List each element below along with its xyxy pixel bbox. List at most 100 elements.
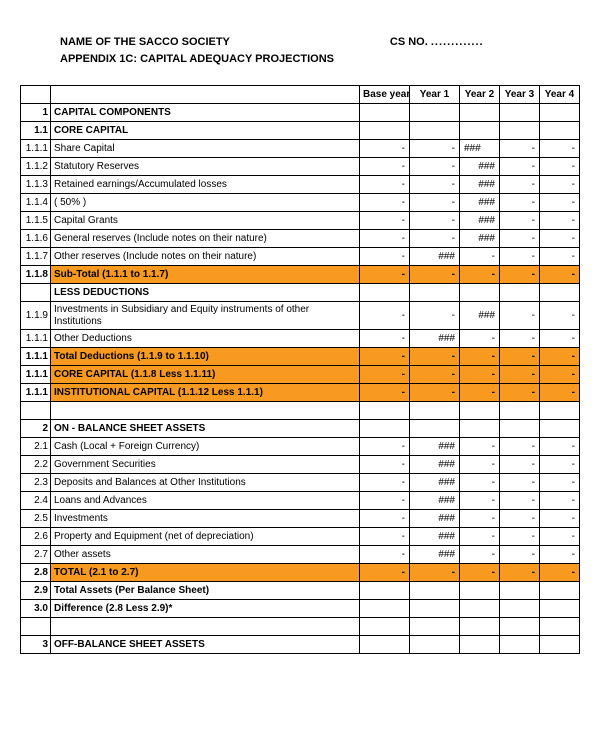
table-row: 1.1.1INSTITUTIONAL CAPITAL (1.1.12 Less … xyxy=(21,384,580,402)
row-value: - xyxy=(540,212,580,230)
row-value: - xyxy=(540,564,580,582)
row-number xyxy=(21,618,51,636)
row-value xyxy=(500,402,540,420)
row-number: 3 xyxy=(21,636,51,654)
row-label: CAPITAL COMPONENTS xyxy=(51,104,360,122)
row-label: Statutory Reserves xyxy=(51,158,360,176)
row-value: ### xyxy=(460,230,500,248)
row-label: Share Capital xyxy=(51,140,360,158)
row-value: - xyxy=(460,248,500,266)
row-label: Deposits and Balances at Other Instituti… xyxy=(51,474,360,492)
row-value: - xyxy=(360,302,410,330)
row-value: - xyxy=(500,302,540,330)
row-label: General reserves (Include notes on their… xyxy=(51,230,360,248)
row-value xyxy=(410,104,460,122)
row-value: ### xyxy=(410,528,460,546)
table-row: 1.1.5Capital Grants--###-- xyxy=(21,212,580,230)
row-value xyxy=(360,122,410,140)
society-name: NAME OF THE SACCO SOCIETY xyxy=(60,34,230,51)
table-row: 1.1.9Investments in Subsidiary and Equit… xyxy=(21,302,580,330)
row-label: Loans and Advances xyxy=(51,492,360,510)
row-value: - xyxy=(360,492,410,510)
row-number: 2.5 xyxy=(21,510,51,528)
table-row: 2.9Total Assets (Per Balance Sheet) xyxy=(21,582,580,600)
table-row: 1.1.2Statutory Reserves--###-- xyxy=(21,158,580,176)
row-label: OFF-BALANCE SHEET ASSETS xyxy=(51,636,360,654)
row-value: - xyxy=(460,528,500,546)
row-value xyxy=(460,402,500,420)
row-value: - xyxy=(500,510,540,528)
row-value: - xyxy=(540,546,580,564)
table-row: 2.1 Cash (Local + Foreign Currency)-###-… xyxy=(21,438,580,456)
row-number: 2.3 xyxy=(21,474,51,492)
row-value: - xyxy=(410,140,460,158)
row-value: - xyxy=(360,366,410,384)
table-row: 2.8 TOTAL (2.1 to 2.7)----- xyxy=(21,564,580,582)
row-number: 1.1.1 xyxy=(21,140,51,158)
row-number: 1.1.1 xyxy=(21,330,51,348)
row-label: CORE CAPITAL (1.1.8 Less 1.1.11) xyxy=(51,366,360,384)
row-value: - xyxy=(360,140,410,158)
document-page: NAME OF THE SACCO SOCIETY CS NO. .......… xyxy=(0,0,600,654)
row-number: 1.1.4 xyxy=(21,194,51,212)
row-value: - xyxy=(540,302,580,330)
row-number: 2.9 xyxy=(21,582,51,600)
table-row: 1.1CORE CAPITAL xyxy=(21,122,580,140)
row-value: - xyxy=(540,456,580,474)
row-value xyxy=(540,284,580,302)
row-value: - xyxy=(540,330,580,348)
row-label: ( 50% ) xyxy=(51,194,360,212)
projection-table: Base year Year 1 Year 2 Year 3 Year 4 1C… xyxy=(20,85,580,654)
col-head-blank-1 xyxy=(21,86,51,104)
row-value: - xyxy=(360,564,410,582)
row-value: - xyxy=(500,456,540,474)
row-value xyxy=(540,402,580,420)
row-value: ### xyxy=(410,330,460,348)
row-value: - xyxy=(410,266,460,284)
table-row: 1CAPITAL COMPONENTS xyxy=(21,104,580,122)
row-value: - xyxy=(500,266,540,284)
row-value: - xyxy=(360,528,410,546)
appendix-title: APPENDIX 1C: CAPITAL ADEQUACY PROJECTION… xyxy=(60,51,580,68)
row-label: INSTITUTIONAL CAPITAL (1.1.12 Less 1.1.1… xyxy=(51,384,360,402)
table-row: 2.2 Government Securities-###--- xyxy=(21,456,580,474)
row-value: - xyxy=(540,438,580,456)
row-value: - xyxy=(540,194,580,212)
row-value xyxy=(410,420,460,438)
row-value xyxy=(500,582,540,600)
row-value xyxy=(410,284,460,302)
row-number: 2.2 xyxy=(21,456,51,474)
row-value: ### xyxy=(410,546,460,564)
cs-dots: ............. xyxy=(431,36,484,48)
row-value xyxy=(500,420,540,438)
cs-label: CS NO. xyxy=(390,36,428,48)
col-head-y1: Year 1 xyxy=(410,86,460,104)
row-value: ### xyxy=(460,302,500,330)
row-value: ### xyxy=(410,456,460,474)
table-row: 1.1.8Sub-Total (1.1.1 to 1.1.7)----- xyxy=(21,266,580,284)
col-head-y3: Year 3 xyxy=(500,86,540,104)
col-head-blank-2 xyxy=(51,86,360,104)
row-value: - xyxy=(540,140,580,158)
row-value xyxy=(360,600,410,618)
table-row: 1.1.1CORE CAPITAL (1.1.8 Less 1.1.11)---… xyxy=(21,366,580,384)
row-value: - xyxy=(410,176,460,194)
row-value xyxy=(410,582,460,600)
header-line-1: NAME OF THE SACCO SOCIETY CS NO. .......… xyxy=(60,34,580,51)
row-value: - xyxy=(500,366,540,384)
row-value xyxy=(460,600,500,618)
row-value: - xyxy=(410,564,460,582)
row-value xyxy=(360,402,410,420)
row-number: 2 xyxy=(21,420,51,438)
row-value: - xyxy=(360,474,410,492)
row-value xyxy=(460,122,500,140)
row-value: - xyxy=(500,564,540,582)
table-row: 2.7 Other assets-###--- xyxy=(21,546,580,564)
row-value: - xyxy=(460,546,500,564)
row-value xyxy=(410,122,460,140)
row-value xyxy=(500,636,540,654)
row-value: - xyxy=(500,248,540,266)
row-value xyxy=(360,582,410,600)
table-row: 1.1.1Other Deductions-###--- xyxy=(21,330,580,348)
row-value xyxy=(360,284,410,302)
